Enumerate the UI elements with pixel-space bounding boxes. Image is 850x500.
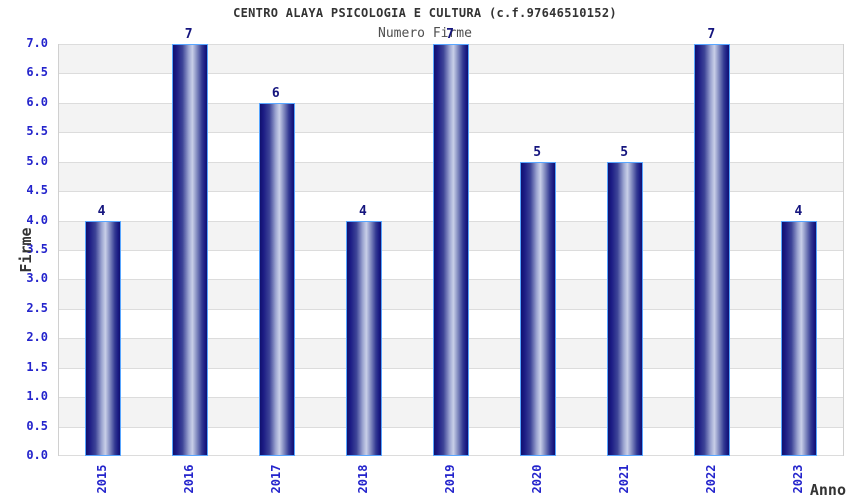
bar xyxy=(520,161,557,456)
bar-value-label: 5 xyxy=(533,144,542,160)
y-tick-label: 6.5 xyxy=(26,65,48,80)
bar-value-label: 7 xyxy=(707,27,716,42)
bar-value-label: 7 xyxy=(184,27,193,42)
x-tick-label-text: 2022 xyxy=(704,464,719,494)
x-axis-label: Anno xyxy=(809,481,846,499)
y-tick-label: 1.0 xyxy=(26,389,48,404)
y-tick-label: 5.5 xyxy=(26,124,48,139)
y-axis-label-text: Firme xyxy=(17,227,35,273)
x-tick-label-text: 2023 xyxy=(791,464,806,494)
bar-value-label: 6 xyxy=(271,85,280,101)
plot-area xyxy=(58,44,844,456)
bar xyxy=(171,44,208,456)
x-tick-label-text: 2018 xyxy=(355,464,370,494)
bar-value-label: 4 xyxy=(97,203,106,219)
bar xyxy=(607,161,644,456)
bar-value-label: 4 xyxy=(358,203,367,219)
y-tick-label: 4.5 xyxy=(26,183,48,198)
y-tick-label: 4.0 xyxy=(26,212,48,227)
x-tick-label-text: 2021 xyxy=(617,464,632,494)
bar xyxy=(258,102,295,456)
bar-value-label: 7 xyxy=(446,27,454,42)
y-tick-label: 5.0 xyxy=(26,153,48,168)
chart-subtitle: Numero Firme xyxy=(378,26,472,41)
y-tick-label: 2.0 xyxy=(26,330,48,345)
x-tick-label-text: 2020 xyxy=(530,464,545,494)
y-tick-label: 2.5 xyxy=(26,300,48,315)
x-tick-label-text: 2017 xyxy=(268,464,283,494)
y-tick-label: 3.5 xyxy=(26,242,48,256)
bar xyxy=(84,220,121,456)
x-tick-label-text: 2015 xyxy=(94,464,109,494)
bar-value-label: 5 xyxy=(620,144,629,160)
bar xyxy=(433,44,469,456)
y-tick-label: 1.5 xyxy=(26,359,48,374)
y-tick-label: 3.0 xyxy=(26,271,48,286)
y-tick-label: 6.0 xyxy=(26,94,48,109)
bar-value-label: 4 xyxy=(794,203,803,219)
x-tick-label-text: 2016 xyxy=(181,464,196,494)
y-tick-label: 0.5 xyxy=(26,418,48,433)
bar xyxy=(781,220,818,456)
y-tick-label: 7.0 xyxy=(26,36,48,50)
x-tick-label-text: 2019 xyxy=(443,464,457,494)
chart-title: CENTRO ALAYA PSICOLOGIA E CULTURA (c.f.9… xyxy=(233,6,617,20)
bar xyxy=(345,220,382,456)
y-tick-label: 0.0 xyxy=(26,448,48,462)
bar xyxy=(694,44,731,456)
